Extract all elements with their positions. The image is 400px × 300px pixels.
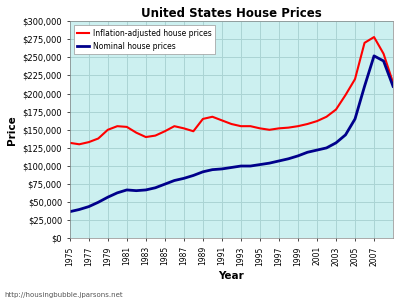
Inflation-adjusted house prices (372, 35, 376, 39)
X-axis label: Year: Year (218, 271, 244, 281)
Nominal house prices (172, 179, 177, 182)
Inflation-adjusted house prices (286, 126, 291, 129)
Inflation-adjusted house prices (86, 140, 91, 144)
Inflation-adjusted house prices (200, 117, 205, 121)
Nominal house prices (220, 167, 224, 171)
Nominal house prices (229, 166, 234, 169)
Nominal house prices (258, 163, 262, 166)
Inflation-adjusted house prices (67, 141, 72, 145)
Nominal house prices (305, 151, 310, 154)
Inflation-adjusted house prices (162, 129, 167, 133)
Nominal house prices (96, 200, 101, 204)
Legend: Inflation-adjusted house prices, Nominal house prices: Inflation-adjusted house prices, Nominal… (74, 25, 215, 54)
Inflation-adjusted house prices (324, 115, 329, 119)
Inflation-adjusted house prices (258, 127, 262, 130)
Inflation-adjusted house prices (276, 127, 281, 130)
Nominal house prices (248, 164, 253, 168)
Inflation-adjusted house prices (153, 134, 158, 137)
Nominal house prices (191, 174, 196, 177)
Y-axis label: Price: Price (7, 115, 17, 145)
Nominal house prices (182, 176, 186, 180)
Inflation-adjusted house prices (238, 124, 243, 128)
Inflation-adjusted house prices (334, 108, 338, 111)
Nominal house prices (381, 59, 386, 63)
Nominal house prices (267, 161, 272, 165)
Nominal house prices (276, 159, 281, 163)
Nominal house prices (153, 186, 158, 190)
Nominal house prices (362, 85, 367, 88)
Inflation-adjusted house prices (248, 124, 253, 128)
Inflation-adjusted house prices (115, 124, 120, 128)
Nominal house prices (124, 188, 129, 192)
Inflation-adjusted house prices (220, 118, 224, 122)
Inflation-adjusted house prices (134, 131, 139, 134)
Nominal house prices (286, 157, 291, 160)
Nominal house prices (343, 133, 348, 137)
Inflation-adjusted house prices (229, 122, 234, 126)
Inflation-adjusted house prices (182, 127, 186, 130)
Nominal house prices (324, 146, 329, 150)
Inflation-adjusted house prices (124, 125, 129, 129)
Inflation-adjusted house prices (105, 128, 110, 132)
Inflation-adjusted house prices (305, 122, 310, 126)
Inflation-adjusted house prices (391, 81, 396, 85)
Nominal house prices (210, 168, 215, 172)
Inflation-adjusted house prices (210, 115, 215, 119)
Nominal house prices (162, 182, 167, 186)
Inflation-adjusted house prices (172, 124, 177, 128)
Nominal house prices (372, 54, 376, 58)
Inflation-adjusted house prices (353, 77, 358, 81)
Nominal house prices (144, 188, 148, 192)
Line: Inflation-adjusted house prices: Inflation-adjusted house prices (70, 37, 393, 144)
Nominal house prices (353, 117, 358, 121)
Nominal house prices (238, 164, 243, 168)
Nominal house prices (334, 141, 338, 145)
Nominal house prices (67, 210, 72, 214)
Inflation-adjusted house prices (296, 124, 300, 128)
Nominal house prices (314, 148, 319, 152)
Nominal house prices (296, 154, 300, 158)
Nominal house prices (86, 205, 91, 208)
Inflation-adjusted house prices (343, 93, 348, 97)
Line: Nominal house prices: Nominal house prices (70, 56, 393, 212)
Title: United States House Prices: United States House Prices (141, 7, 322, 20)
Inflation-adjusted house prices (362, 41, 367, 45)
Nominal house prices (200, 170, 205, 174)
Nominal house prices (77, 208, 82, 211)
Inflation-adjusted house prices (77, 142, 82, 146)
Inflation-adjusted house prices (381, 52, 386, 56)
Inflation-adjusted house prices (96, 137, 101, 140)
Nominal house prices (115, 191, 120, 195)
Inflation-adjusted house prices (314, 119, 319, 123)
Nominal house prices (105, 195, 110, 199)
Text: http://housingbubble.jparsons.net: http://housingbubble.jparsons.net (4, 292, 123, 298)
Inflation-adjusted house prices (144, 135, 148, 139)
Nominal house prices (391, 85, 396, 88)
Inflation-adjusted house prices (191, 129, 196, 133)
Nominal house prices (134, 189, 139, 193)
Inflation-adjusted house prices (267, 128, 272, 132)
